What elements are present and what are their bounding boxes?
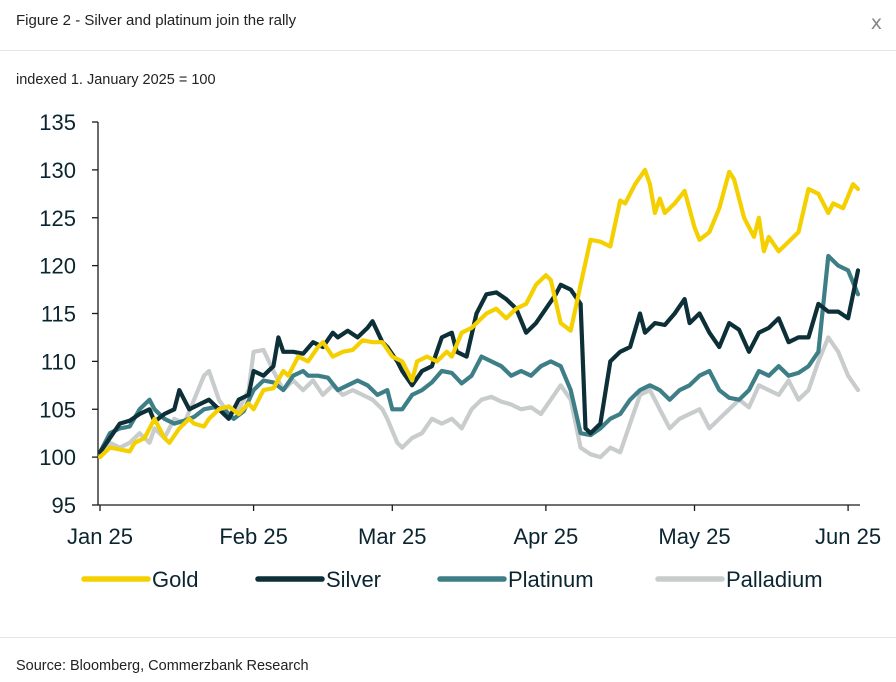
y-tick-label: 125 — [39, 206, 76, 231]
chart-subtitle: indexed 1. January 2025 = 100 — [16, 72, 216, 88]
y-tick-label: 130 — [39, 158, 76, 183]
x-tick-label: Jan 25 — [67, 524, 133, 549]
y-tick-label: 110 — [41, 349, 76, 374]
chart-header: Figure 2 - Silver and platinum join the … — [0, 0, 896, 51]
legend-label-gold: Gold — [152, 567, 198, 592]
x-tick-label: Apr 25 — [513, 524, 578, 549]
legend-label-silver: Silver — [326, 567, 381, 592]
legend-label-platinum: Platinum — [508, 567, 594, 592]
footer-divider — [0, 637, 896, 638]
y-tick-label: 120 — [39, 254, 76, 279]
close-button[interactable]: x — [870, 12, 882, 34]
x-tick-label: Jun 25 — [815, 524, 881, 549]
y-tick-label: 115 — [41, 302, 76, 327]
y-tick-label: 100 — [39, 445, 76, 470]
line-chart: 95 100 105 110 115 120 125 130 135 Jan 25 Feb 25 Ma… — [39, 110, 881, 592]
series-line-gold — [97, 167, 861, 460]
figure-title: Figure 2 - Silver and platinum join the … — [16, 12, 297, 29]
source-note: Source: Bloomberg, Commerzbank Research — [16, 658, 309, 674]
y-tick-label: 95 — [52, 493, 76, 518]
y-tick-label: 135 — [39, 110, 76, 135]
y-tick-label: 105 — [39, 397, 76, 422]
series-line-platinum — [97, 253, 861, 455]
series-line-palladium — [97, 335, 861, 460]
x-tick-label: May 25 — [658, 524, 730, 549]
series-line-silver — [97, 268, 861, 455]
legend-label-palladium: Palladium — [726, 567, 823, 592]
x-tick-label: Feb 25 — [219, 524, 288, 549]
x-tick-label: Mar 25 — [358, 524, 426, 549]
